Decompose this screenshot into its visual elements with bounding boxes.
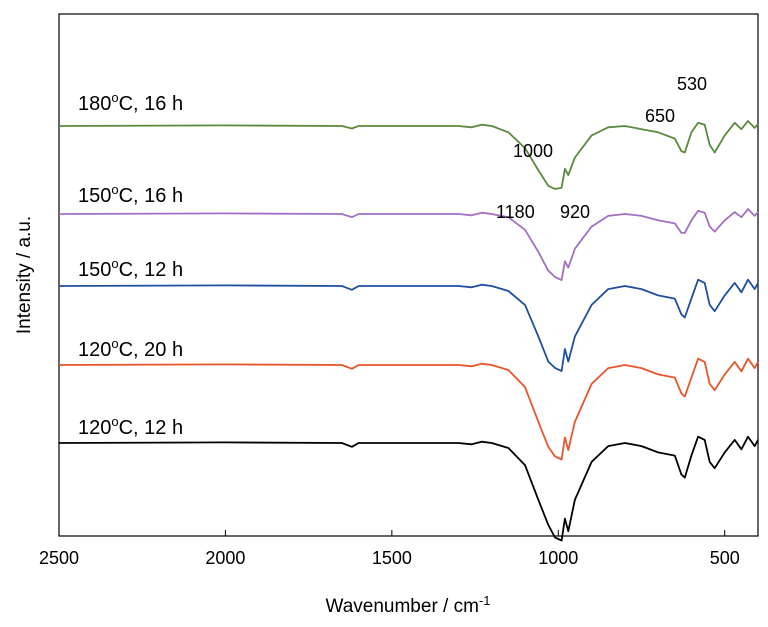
y-axis-title: Intensity / a.u.: [14, 216, 35, 334]
x-axis-title-superscript: -1: [479, 593, 491, 608]
label-temp: 180: [78, 93, 111, 115]
label-degree: o: [111, 182, 118, 197]
series-label-150-16: 150oC, 16 h: [78, 182, 183, 207]
label-rest: C, 12 h: [119, 417, 183, 439]
series-line-0: [58, 435, 759, 542]
label-degree: o: [111, 414, 118, 429]
series-label-120-20: 120oC, 20 h: [78, 336, 183, 361]
label-temp: 150: [78, 185, 111, 207]
label-rest: C, 12 h: [119, 259, 183, 281]
series-line-2: [58, 278, 759, 372]
series-line-3: [58, 208, 759, 281]
peak-label-1180: 1180: [496, 202, 535, 222]
series-labels: 180oC, 16 h 150oC, 16 h 150oC, 12 h 120o…: [78, 90, 183, 439]
series-line-4: [58, 120, 759, 190]
x-axis-title-text: Wavenumber / cm: [325, 596, 478, 617]
peak-label-650: 650: [645, 106, 675, 126]
label-degree: o: [111, 256, 118, 271]
series-label-180-16: 180oC, 16 h: [78, 90, 183, 115]
x-tick-label: 2500: [39, 548, 79, 568]
x-tick-label: 500: [710, 548, 740, 568]
peak-annotations: 530 650 1000 1180 920: [496, 74, 707, 222]
peak-label-920: 920: [560, 202, 590, 222]
x-axis-ticks: 2500 2000 1500 1000 500: [39, 530, 740, 568]
label-rest: C, 20 h: [119, 339, 183, 361]
series-label-120-12: 120oC, 12 h: [78, 414, 183, 439]
label-temp: 150: [78, 259, 111, 281]
label-rest: C, 16 h: [119, 185, 183, 207]
peak-label-530: 530: [677, 74, 707, 94]
label-temp: 120: [78, 417, 111, 439]
series-label-150-12: 150oC, 12 h: [78, 256, 183, 281]
x-tick-label: 1000: [538, 548, 578, 568]
series-layer: [58, 120, 759, 542]
peak-label-1000: 1000: [513, 141, 553, 161]
x-tick-label: 2000: [205, 548, 245, 568]
plot-frame: [58, 13, 759, 537]
label-temp: 120: [78, 339, 111, 361]
x-axis-title: Wavenumber / cm-1: [325, 593, 490, 617]
label-degree: o: [111, 90, 118, 105]
x-tick-label: 1500: [372, 548, 412, 568]
label-rest: C, 16 h: [119, 93, 183, 115]
series-line-1: [58, 357, 759, 461]
label-degree: o: [111, 336, 118, 351]
